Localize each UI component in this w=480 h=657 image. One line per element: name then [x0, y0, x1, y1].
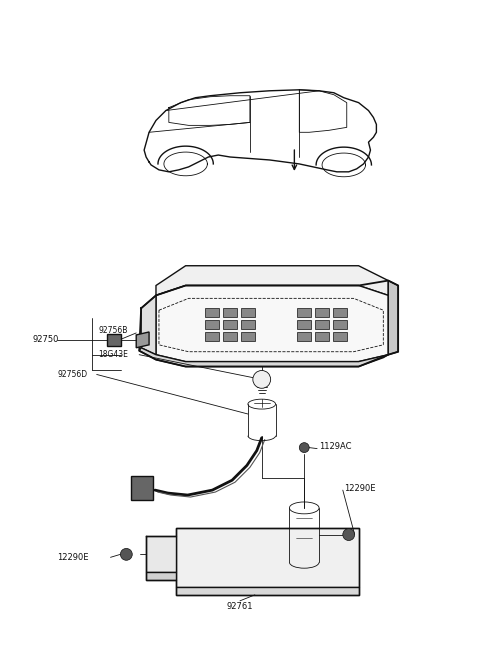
Circle shape	[253, 371, 271, 388]
Polygon shape	[141, 296, 156, 355]
Polygon shape	[107, 334, 121, 346]
Bar	[333, 320, 347, 329]
Circle shape	[120, 549, 132, 560]
Bar	[333, 332, 347, 341]
Bar	[205, 332, 219, 341]
Bar	[205, 320, 219, 329]
Text: 12290E: 12290E	[57, 553, 89, 562]
Text: 92756D: 92756D	[57, 370, 87, 379]
Bar	[315, 308, 329, 317]
Polygon shape	[131, 476, 153, 500]
Circle shape	[300, 443, 309, 453]
Polygon shape	[156, 265, 388, 296]
Bar	[297, 308, 311, 317]
Text: 1129AC: 1129AC	[319, 442, 351, 451]
Bar	[297, 332, 311, 341]
Bar	[315, 332, 329, 341]
Bar	[241, 308, 255, 317]
Polygon shape	[146, 535, 176, 572]
Text: 92756B: 92756B	[99, 327, 128, 336]
Polygon shape	[176, 528, 359, 587]
Text: 92750: 92750	[33, 335, 59, 344]
Text: 12290E: 12290E	[344, 484, 375, 493]
Text: 18G43E: 18G43E	[99, 350, 129, 359]
Circle shape	[343, 529, 355, 541]
Bar	[333, 308, 347, 317]
Bar	[297, 320, 311, 329]
Bar	[315, 320, 329, 329]
Polygon shape	[388, 281, 398, 355]
Polygon shape	[146, 572, 176, 580]
Polygon shape	[176, 587, 359, 595]
Text: 92761: 92761	[227, 602, 253, 611]
Bar	[223, 308, 237, 317]
Polygon shape	[156, 286, 388, 361]
Bar	[241, 320, 255, 329]
Bar	[223, 332, 237, 341]
Bar	[223, 320, 237, 329]
Polygon shape	[136, 332, 149, 348]
Bar	[241, 332, 255, 341]
Polygon shape	[139, 348, 388, 367]
Bar	[205, 308, 219, 317]
